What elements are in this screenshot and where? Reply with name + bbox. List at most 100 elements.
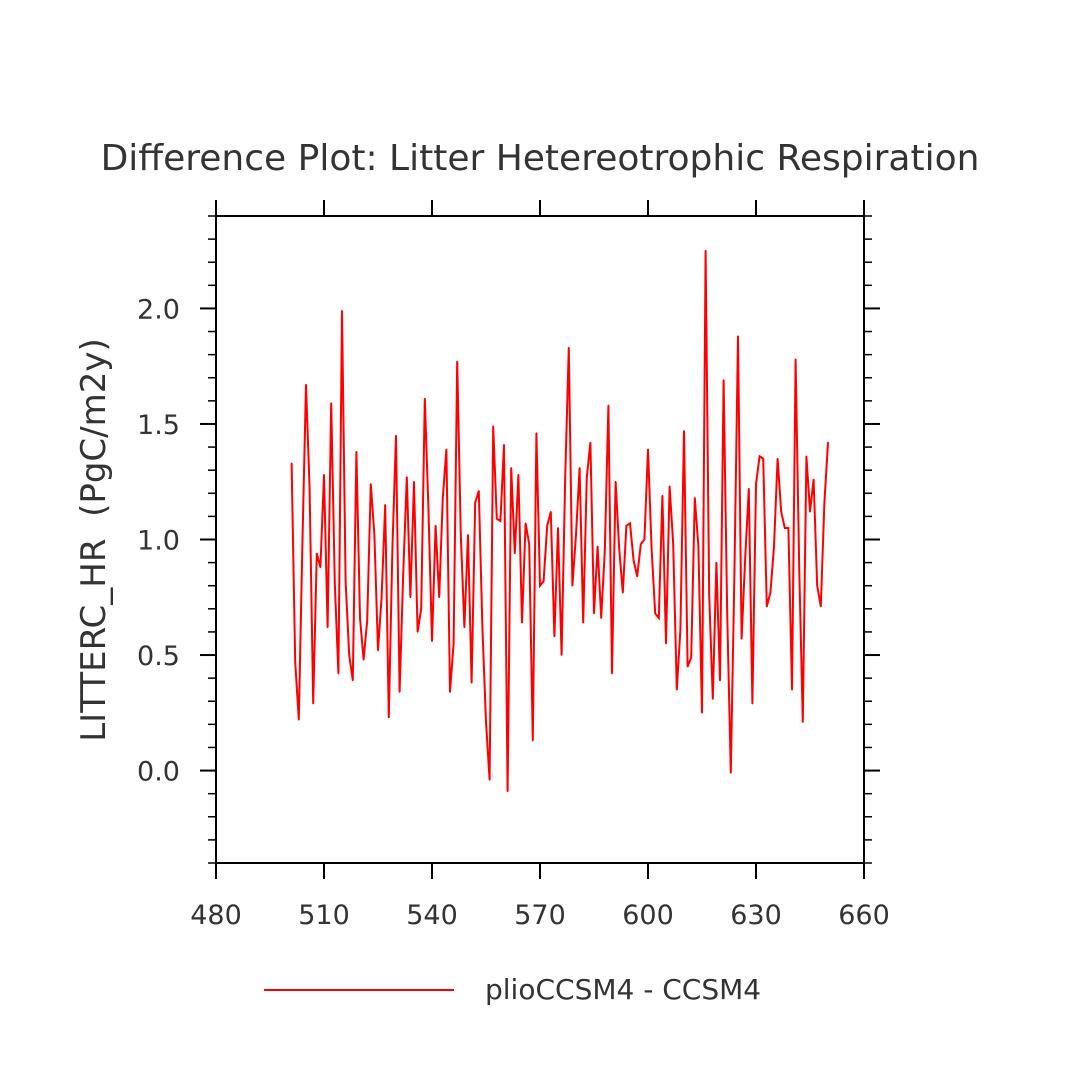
data-point (647, 448, 649, 451)
data-point (359, 617, 361, 619)
data-point (708, 594, 710, 596)
y-tick-label: 1.0 (137, 526, 180, 557)
data-point (528, 543, 530, 545)
data-point (388, 716, 390, 719)
data-point (384, 504, 387, 506)
data-point (550, 510, 552, 513)
data-point (683, 430, 685, 432)
data-point (298, 718, 300, 721)
data-point (762, 457, 764, 460)
data-point (431, 640, 433, 642)
data-point (416, 631, 419, 633)
data-point (406, 476, 408, 478)
data-point (478, 490, 480, 492)
data-point (370, 483, 372, 485)
data-point (301, 543, 304, 545)
data-point (730, 772, 732, 774)
data-point (467, 534, 469, 536)
data-point (776, 457, 779, 460)
data-point (326, 626, 329, 629)
data-point (470, 681, 473, 684)
data-point (553, 635, 556, 638)
data-point (499, 520, 502, 522)
data-point (823, 501, 826, 504)
data-point (514, 552, 516, 555)
data-point (578, 467, 581, 469)
data-point (668, 485, 671, 488)
data-point (481, 626, 484, 629)
data-point (614, 480, 617, 483)
data-point (535, 432, 538, 435)
data-point (568, 346, 570, 349)
data-point (632, 559, 635, 562)
data-point (564, 476, 566, 478)
data-point (816, 584, 818, 587)
series-group (290, 249, 829, 793)
data-point (722, 379, 725, 381)
data-point (690, 656, 692, 659)
data-point (589, 441, 592, 444)
x-tick-label: 630 (730, 900, 782, 931)
data-point (575, 534, 577, 536)
data-point (636, 575, 638, 578)
data-point (402, 573, 405, 575)
data-point (521, 621, 523, 624)
legend-label: plioCCSM4 - CCSM4 (485, 973, 761, 1006)
data-point (312, 702, 315, 705)
data-point (744, 557, 746, 559)
data-point (596, 545, 599, 548)
data-point (611, 672, 613, 675)
data-point (445, 448, 448, 451)
x-tick-label: 600 (622, 900, 674, 931)
data-point (719, 679, 721, 682)
x-tick-label: 570 (514, 900, 566, 931)
data-point (791, 688, 793, 691)
data-point (427, 506, 430, 508)
data-point (658, 617, 660, 619)
data-point (492, 425, 495, 428)
data-point (362, 658, 365, 661)
data-point (517, 474, 520, 476)
data-point (798, 566, 800, 569)
data-point (474, 501, 477, 504)
data-point (643, 538, 646, 541)
data-point (650, 547, 653, 550)
data-point (305, 383, 307, 386)
data-point (330, 402, 333, 404)
data-point (344, 580, 347, 582)
data-point (488, 779, 491, 781)
data-point (661, 494, 664, 497)
legend: plioCCSM4 - CCSM4 (264, 973, 761, 1006)
data-point (802, 721, 804, 723)
data-point (510, 467, 512, 469)
data-point (676, 688, 678, 691)
data-point (654, 612, 656, 615)
data-point (622, 591, 624, 594)
data-point (485, 721, 487, 723)
y-tick-label: 0.0 (137, 757, 180, 788)
x-tick-label: 540 (406, 900, 458, 931)
data-point (366, 619, 369, 622)
data-point (542, 580, 545, 582)
x-axis-tick-labels: 480 510 540 570 600 630 660 (190, 900, 890, 931)
data-point (812, 478, 815, 481)
y-tick-label: 2.0 (137, 294, 180, 325)
data-point (348, 654, 351, 656)
data-point (679, 628, 682, 631)
data-point (769, 591, 772, 594)
data-point (373, 534, 376, 536)
data-point (625, 524, 628, 527)
data-point (319, 566, 322, 569)
data-point (355, 450, 358, 453)
data-point (391, 547, 394, 550)
y-axis-tick-labels: 0.0 0.5 1.0 1.5 2.0 (137, 294, 180, 787)
data-point (784, 527, 786, 529)
data-point (600, 617, 602, 619)
data-point (787, 527, 790, 529)
data-point (704, 249, 707, 252)
data-point (726, 612, 728, 615)
data-point (571, 584, 574, 587)
data-point (712, 698, 714, 700)
data-point (316, 552, 318, 555)
data-point (377, 649, 379, 652)
